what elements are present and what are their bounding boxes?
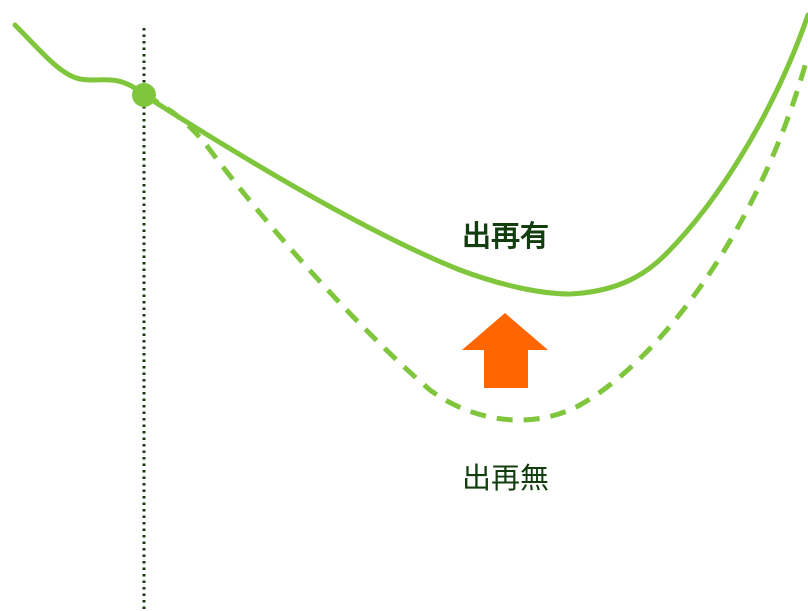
up-arrow-icon (462, 313, 548, 388)
curve-without-recovery (142, 54, 808, 423)
event-point-marker (132, 83, 156, 107)
curve-with-recovery (12, 12, 808, 297)
label-without-recovery: 出再無 (462, 461, 550, 495)
label-with-recovery: 出再有 (462, 219, 550, 253)
